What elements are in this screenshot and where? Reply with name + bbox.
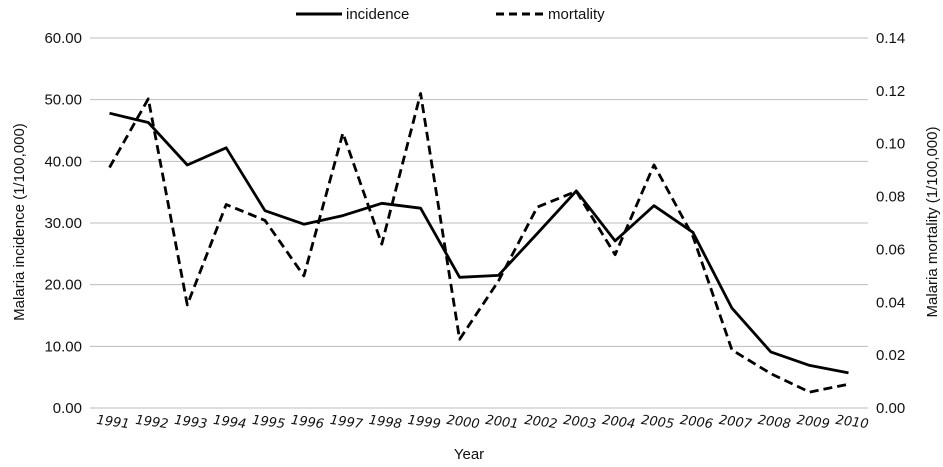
legend-label-incidence: incidence	[346, 6, 409, 23]
left-tick-label: 60.00	[44, 30, 82, 47]
x-tick-label: 2002	[523, 413, 558, 432]
x-tick-label: 2010	[835, 413, 870, 432]
x-tick-label: 2007	[718, 413, 754, 433]
grid-lines	[90, 37, 868, 409]
series-line-mortality	[108, 92, 849, 394]
x-tick-label: 2008	[757, 413, 792, 432]
x-tick-label: 2009	[796, 413, 831, 432]
right-tick-label: 0.10	[876, 136, 905, 153]
right-tick-label: 0.14	[876, 30, 905, 47]
right-tick-label: 0.08	[876, 189, 905, 206]
x-tick-label: 1991	[96, 413, 131, 432]
left-axis-ticks: 0.00 10.00 20.00 30.00 40.00 50.00 60.00	[44, 30, 82, 417]
x-tick-label: 1999	[407, 413, 442, 432]
x-axis-ticks: 1991 1992 1993 1994 1995 1996 1997 1998 1999 2000…	[96, 413, 870, 433]
left-tick-label: 0.00	[53, 400, 82, 417]
x-tick-label: 1997	[329, 413, 365, 433]
right-tick-label: 0.02	[876, 347, 905, 364]
legend-label-mortality: mortality	[548, 6, 605, 23]
x-tick-label: 2003	[562, 413, 597, 432]
right-axis-ticks: 0.00 0.02 0.04 0.06 0.08 0.10 0.12 0.14	[876, 30, 905, 417]
x-tick-label: 1996	[290, 413, 325, 432]
right-tick-label: 0.06	[876, 241, 905, 258]
x-tick-label: 1994	[212, 413, 247, 432]
x-tick-label: 2000	[446, 413, 481, 432]
x-tick-label: 1998	[368, 413, 403, 432]
right-tick-label: 0.12	[876, 83, 905, 100]
x-axis-title: Year	[454, 446, 484, 463]
y-axis-title-right: Malaria mortality (1/100,000)	[924, 127, 941, 318]
right-tick-label: 0.04	[876, 294, 905, 311]
x-tick-label: 2005	[640, 413, 675, 432]
left-tick-label: 40.00	[44, 153, 82, 170]
x-tick-label: 1992	[134, 413, 169, 432]
left-tick-label: 10.00	[44, 338, 82, 355]
series-lines	[108, 92, 849, 394]
x-tick-label: 2001	[485, 413, 520, 432]
left-tick-label: 30.00	[44, 215, 82, 232]
left-tick-label: 20.00	[44, 277, 82, 294]
x-tick-label: 1995	[251, 413, 286, 432]
right-tick-label: 0.00	[876, 400, 905, 417]
x-tick-label: 2006	[679, 413, 714, 432]
left-tick-label: 50.00	[44, 92, 82, 109]
y-axis-title-left: Malaria incidence (1/100,000)	[11, 123, 28, 321]
legend: incidence mortality	[296, 6, 605, 23]
x-tick-label: 2004	[601, 413, 636, 432]
x-tick-label: 1993	[173, 413, 208, 432]
series-line-incidence	[109, 111, 849, 375]
